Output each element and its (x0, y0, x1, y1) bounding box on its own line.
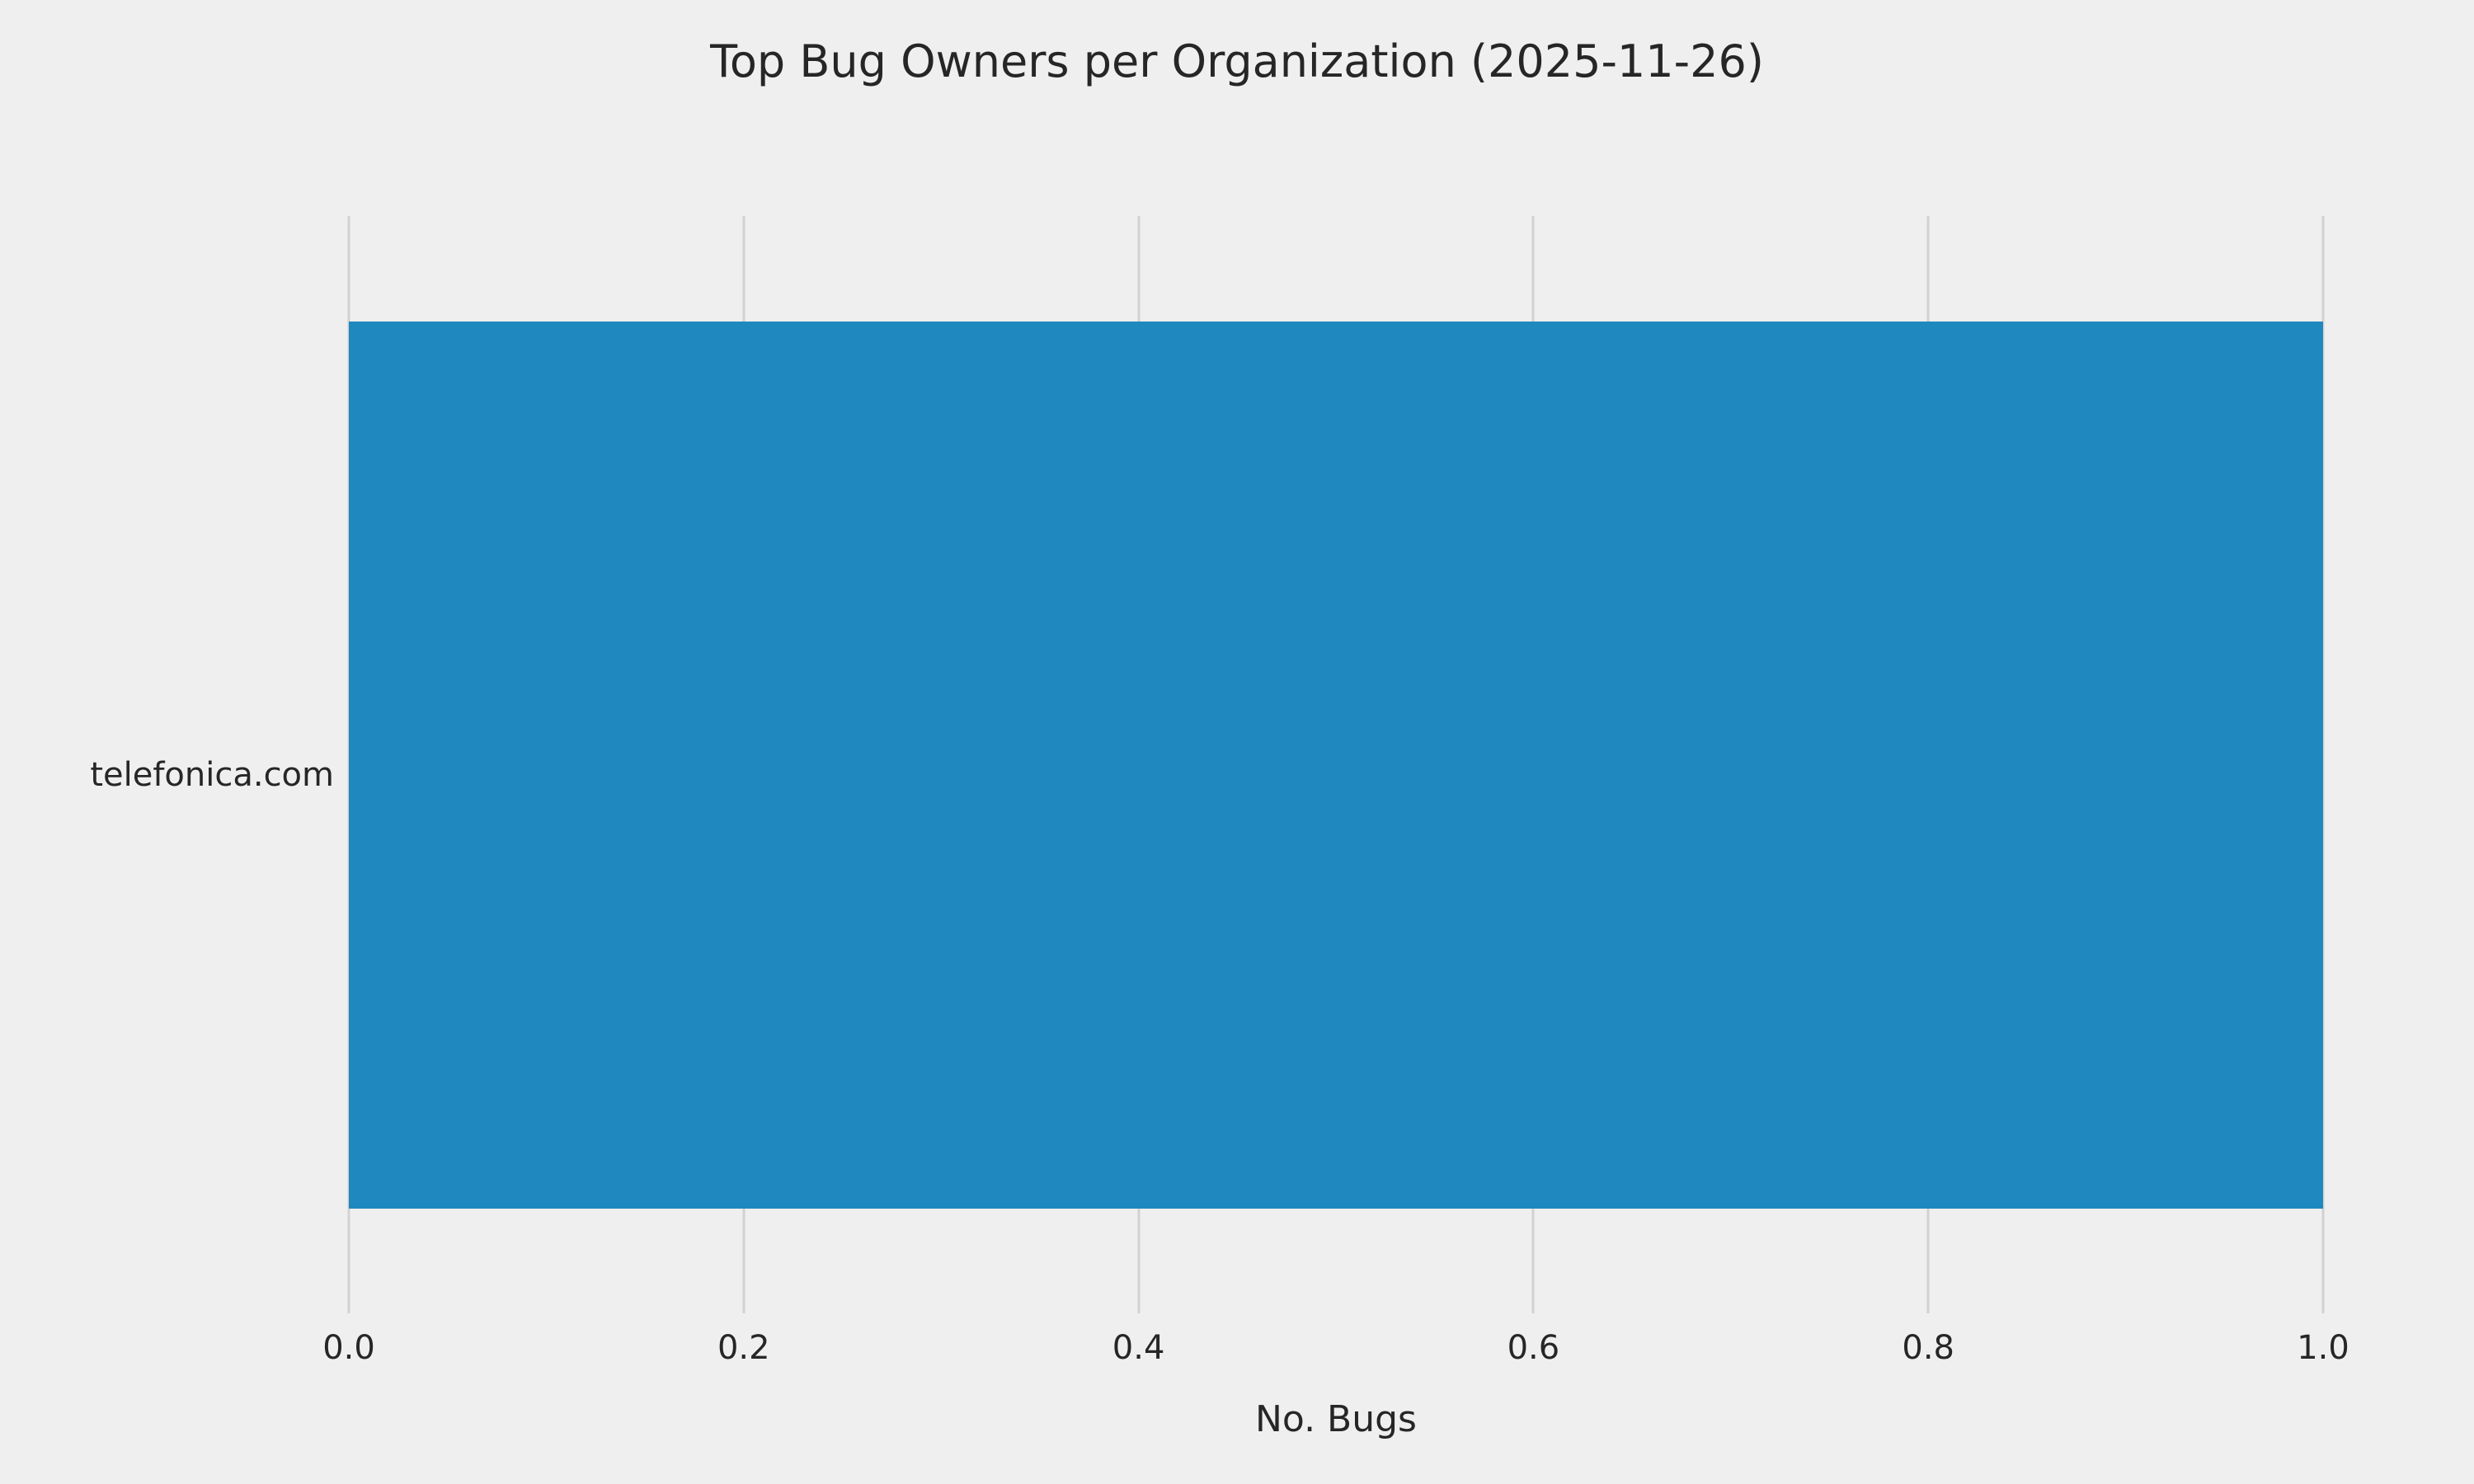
x-axis-tick-label-0.4: 0.4 (1112, 1329, 1165, 1367)
x-axis-tick-label-0.8: 0.8 (1902, 1329, 1954, 1367)
x-axis-title: No. Bugs (1255, 1398, 1417, 1440)
y-axis-tick-label-telefonica: telefonica.com (90, 756, 334, 794)
plot-area (347, 216, 2325, 1313)
x-axis-tick-label-1.0: 1.0 (2297, 1329, 2349, 1367)
x-gridline-1.0 (2321, 216, 2325, 1313)
x-axis-tick-label-0.0: 0.0 (322, 1329, 375, 1367)
x-axis-tick-label-0.2: 0.2 (717, 1329, 770, 1367)
x-axis-tick-label-0.6: 0.6 (1507, 1329, 1560, 1367)
bar-telefonica.com[interactable] (349, 322, 2323, 1209)
chart-title: Top Bug Owners per Organization (2025-11… (710, 35, 1764, 87)
